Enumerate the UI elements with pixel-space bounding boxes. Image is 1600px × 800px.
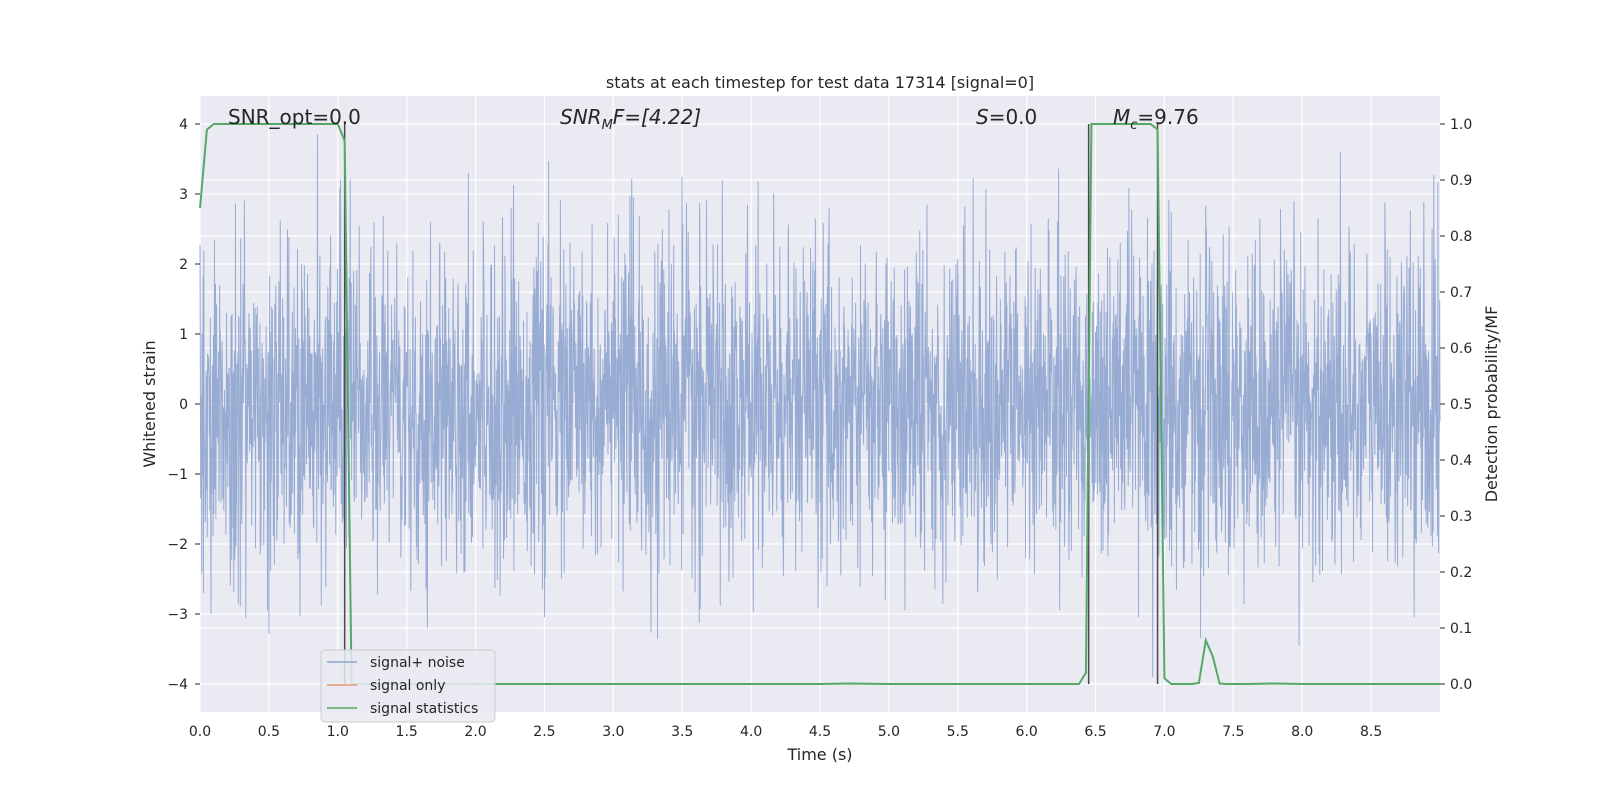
y-right-tick-label: 0.5 [1450,397,1472,413]
x-tick-label: 5.0 [878,724,900,740]
y-left-tick-label: −1 [167,467,188,483]
x-tick-label: 3.0 [602,724,624,740]
series-line-signal-statistics [199,123,1440,685]
x-tick-label: 0.0 [189,724,211,740]
y-left-tick-label: −2 [167,537,188,553]
y-right-tick-label: 0.4 [1450,453,1472,469]
y-right-tick-label: 0.0 [1450,677,1472,693]
x-tick-label: 1.0 [327,724,349,740]
x-tick-label: 5.5 [947,724,969,740]
annotation-s-rest: =0.0 [989,105,1038,129]
legend-box [320,649,496,723]
x-axis-label: Time (s) [786,745,852,764]
x-tick-label: 8.0 [1291,724,1313,740]
y-left-tick-label: −4 [167,677,188,693]
annotation-snr-mf: SNRMF=[4.22] [560,105,701,133]
annotation-s: S=0.0 [976,105,1037,129]
y-axis-label-left: Whitened strain [140,340,159,467]
annotation-mc: Mc=9.76 [1113,105,1199,133]
x-tick-label: 6.5 [1084,724,1106,740]
y-left-tick-label: −3 [167,607,188,623]
y-right-tick-label: 1.0 [1450,117,1472,133]
x-tick-label: 0.5 [258,724,280,740]
y-left-tick-label: 0 [179,397,188,413]
annotation-snr-mf-rest: F=[4.22] [613,105,701,129]
y-right-tick-label: 0.3 [1450,509,1472,525]
x-tick-label: 1.5 [396,724,418,740]
series-line-signal-noise [199,134,1441,678]
annotation-mc-rest: =9.76 [1137,105,1198,129]
chart-title: stats at each timestep for test data 173… [606,73,1034,92]
legend-label-signal-statistics: signal statistics [370,701,478,717]
x-tick-label: 7.5 [1222,724,1244,740]
legend-label-signal-only: signal only [370,678,445,694]
x-tick-label: 3.5 [671,724,693,740]
x-tick-label: 4.5 [809,724,831,740]
x-tick-label: 2.5 [533,724,555,740]
y-left-tick-label: 4 [179,117,188,133]
y-left-tick-label: 1 [179,327,188,343]
series-signal-noise [199,134,1441,678]
y-right-tick-label: 0.2 [1450,565,1472,581]
annotation-s-main: S [976,105,989,129]
annotation-mc-sub: c [1130,118,1137,133]
y-axis-label-right: Detection probability/MF [1482,306,1501,503]
y-right-tick-label: 0.8 [1450,229,1472,245]
annotation-snr-mf-main: SNR [560,105,602,129]
y-right-tick-label: 0.7 [1450,285,1472,301]
y-left-tick-label: 2 [179,257,188,273]
y-left-tick-label: 3 [179,187,188,203]
x-tick-label: 4.0 [740,724,762,740]
series-signal-statistics [199,123,1440,685]
annotation-snr-opt: SNR_opt=0.0 [228,105,361,129]
legend-label-signal-noise: signal+ noise [370,655,465,671]
annotation-mc-main: M [1113,105,1130,129]
legend: signal+ noise signal only signal statist… [320,649,496,723]
annotation-snr-mf-sub: M [602,118,613,133]
x-tick-label: 2.0 [464,724,486,740]
x-tick-label: 8.5 [1360,724,1382,740]
y-right-tick-label: 0.1 [1450,621,1472,637]
y-right-tick-label: 0.9 [1450,173,1472,189]
x-tick-label: 7.0 [1153,724,1175,740]
y-right-tick-label: 0.6 [1450,341,1472,357]
ticks: 0.0 0.5 1.0 1.5 2.0 2.5 3.0 3.5 4.0 4.5 5.0 5.5 6.0 6… [167,117,1472,740]
x-tick-label: 6.0 [1016,724,1038,740]
